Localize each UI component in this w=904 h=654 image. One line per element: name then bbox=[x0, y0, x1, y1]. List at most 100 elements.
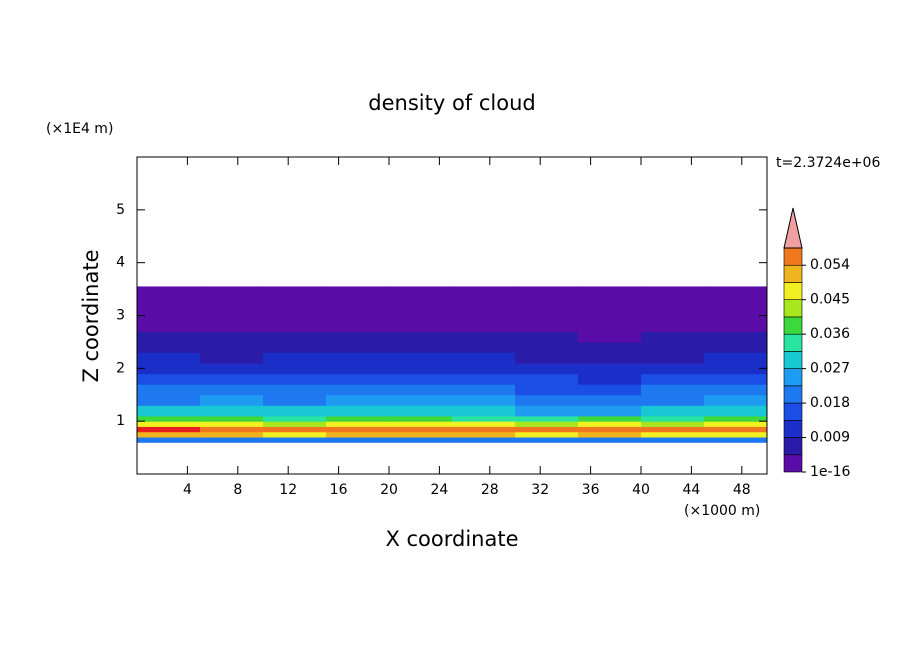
contour-cell bbox=[200, 286, 264, 306]
contour-cell bbox=[137, 352, 201, 364]
contour-cell bbox=[704, 341, 768, 353]
colorbar-tick-label: 0.045 bbox=[810, 292, 850, 308]
contour-cell bbox=[137, 286, 201, 306]
contour-cell bbox=[200, 405, 264, 417]
contour-cell bbox=[137, 421, 201, 427]
contour-cell bbox=[200, 363, 264, 375]
x-axis-label: X coordinate bbox=[385, 527, 518, 551]
contour-cell bbox=[515, 320, 579, 332]
contour-cell bbox=[578, 415, 642, 422]
contour-cell bbox=[452, 421, 516, 427]
contour-cell bbox=[641, 394, 705, 406]
contour-cell bbox=[452, 331, 516, 343]
contour-cell bbox=[263, 384, 327, 396]
x-tick-label: 20 bbox=[380, 482, 398, 498]
contour-cell bbox=[326, 384, 390, 396]
contour-cell bbox=[578, 431, 642, 438]
contour-cell bbox=[200, 320, 264, 332]
colorbar-tick-label: 0.054 bbox=[810, 257, 850, 273]
contour-cell bbox=[704, 394, 768, 406]
contour-cell bbox=[137, 304, 201, 322]
contour-cell bbox=[515, 394, 579, 406]
contour-cell bbox=[200, 331, 264, 343]
contour-cell bbox=[578, 341, 642, 353]
contour-cell bbox=[452, 286, 516, 306]
contour-cell bbox=[452, 304, 516, 322]
contour-cell bbox=[137, 415, 201, 422]
x-tick-label: 12 bbox=[279, 482, 297, 498]
contour-cell bbox=[326, 286, 390, 306]
contour-cell bbox=[641, 341, 705, 353]
contour-cell bbox=[263, 286, 327, 306]
contour-cell bbox=[200, 394, 264, 406]
contour-cell bbox=[515, 363, 579, 375]
contour-cell bbox=[704, 304, 768, 322]
contour-cell bbox=[641, 437, 705, 443]
contour-cell bbox=[578, 373, 642, 385]
contour-cell bbox=[515, 286, 579, 306]
contour-cell bbox=[389, 431, 453, 438]
contour-cell bbox=[641, 286, 705, 306]
contour-cell bbox=[263, 373, 327, 385]
contour-cell bbox=[326, 437, 390, 443]
contour-cell bbox=[263, 331, 327, 343]
contour-cell bbox=[452, 384, 516, 396]
contour-cell bbox=[326, 341, 390, 353]
colorbar-box bbox=[783, 316, 803, 335]
contour-cell bbox=[389, 405, 453, 417]
contour-cell bbox=[326, 331, 390, 343]
contour-cell bbox=[704, 437, 768, 443]
contour-cell bbox=[704, 363, 768, 375]
contour-cell bbox=[452, 437, 516, 443]
contour-cell bbox=[389, 341, 453, 353]
contour-cell bbox=[452, 341, 516, 353]
y-tick-label: 2 bbox=[116, 360, 125, 376]
contour-cell bbox=[704, 373, 768, 385]
y-tick-label: 3 bbox=[116, 308, 125, 324]
contour-cell bbox=[452, 415, 516, 422]
contour-cell bbox=[641, 352, 705, 364]
colorbar-box bbox=[783, 282, 803, 300]
contour-cell bbox=[137, 331, 201, 343]
contour-cell bbox=[200, 415, 264, 422]
contour-cell bbox=[452, 394, 516, 406]
x-tick-label: 48 bbox=[733, 482, 751, 498]
contour-cell bbox=[515, 331, 579, 343]
colorbar-box bbox=[783, 385, 803, 404]
contour-cell bbox=[704, 384, 768, 396]
contour-cell bbox=[389, 426, 453, 433]
contour-cell bbox=[137, 363, 201, 375]
contour-cell bbox=[200, 384, 264, 396]
contour-cell bbox=[641, 384, 705, 396]
contour-cell bbox=[326, 394, 390, 406]
contour-cell bbox=[200, 341, 264, 353]
contour-cell bbox=[326, 426, 390, 433]
colorbar-box bbox=[783, 402, 803, 421]
contour-cell bbox=[641, 415, 705, 422]
contour-cell bbox=[704, 405, 768, 417]
contour-cell bbox=[452, 431, 516, 438]
contour-cell bbox=[389, 415, 453, 422]
contour-cell bbox=[326, 352, 390, 364]
colorbar-extend bbox=[783, 207, 803, 249]
contour-cell bbox=[704, 431, 768, 438]
colorbar-box bbox=[783, 420, 803, 438]
colorbar-box bbox=[783, 299, 803, 318]
contour-cell bbox=[641, 304, 705, 322]
x-tick-label: 40 bbox=[632, 482, 650, 498]
contour-cell bbox=[389, 421, 453, 427]
contour-cell bbox=[515, 426, 579, 433]
contour-cell bbox=[452, 373, 516, 385]
x-tick-label: 4 bbox=[183, 482, 192, 498]
contour-cell bbox=[578, 384, 642, 396]
contour-cell bbox=[704, 426, 768, 433]
contour-cell bbox=[326, 373, 390, 385]
contour-cell bbox=[578, 426, 642, 433]
contour-cell bbox=[389, 320, 453, 332]
colorbar-box bbox=[783, 264, 803, 283]
contour-cell bbox=[389, 437, 453, 443]
contour-cell bbox=[137, 341, 201, 353]
contour-cell bbox=[704, 352, 768, 364]
contour-cell bbox=[578, 331, 642, 343]
y-tick-label: 5 bbox=[116, 202, 125, 218]
